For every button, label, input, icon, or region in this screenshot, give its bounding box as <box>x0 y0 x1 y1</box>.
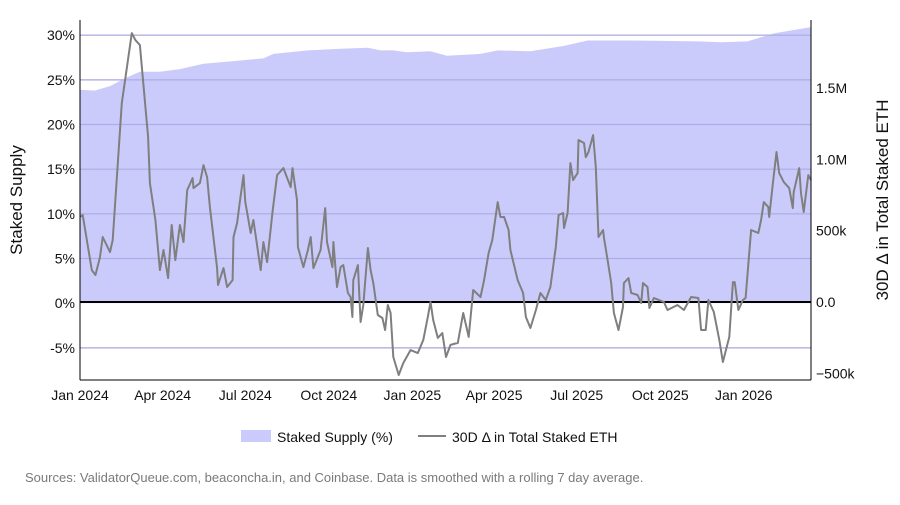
source-note: Sources: ValidatorQueue.com, beaconcha.i… <box>25 470 643 485</box>
left-tick-label: 10% <box>47 206 75 222</box>
x-tick-label: Jan 2026 <box>715 387 773 403</box>
staked-eth-delta-line <box>79 32 812 376</box>
x-tick-label: Jan 2024 <box>51 387 109 403</box>
left-tick-label: -5% <box>50 340 75 356</box>
left-tick-labels: -5% 0% 5% 10% 15% 20% 25% 30% <box>47 27 75 356</box>
x-tick-labels: Jan 2024 Apr 2024 Jul 2024 Oct 2024 Jan 2025… <box>51 387 773 403</box>
legend-line-label: 30D Δ in Total Staked ETH <box>452 429 618 445</box>
legend-area-label: Staked Supply (%) <box>277 429 393 445</box>
left-tick-label: 25% <box>47 72 75 88</box>
legend: Staked Supply (%) 30D Δ in Total Staked … <box>241 429 618 445</box>
right-tick-label: −500k <box>816 365 856 381</box>
x-tick-label: Jan 2025 <box>384 387 442 403</box>
left-axis-label: Staked Supply <box>7 145 26 255</box>
left-tick-label: 5% <box>55 251 75 267</box>
left-tick-label: 20% <box>47 117 75 133</box>
right-tick-label: 1.5M <box>816 80 847 96</box>
left-tick-label: 0% <box>55 295 75 311</box>
left-tick-label: 30% <box>47 27 75 43</box>
x-tick-label: Oct 2024 <box>300 387 357 403</box>
x-tick-label: Jul 2024 <box>219 387 272 403</box>
x-tick-label: Jul 2025 <box>550 387 603 403</box>
right-tick-label: 0.0 <box>816 294 836 310</box>
x-tick-label: Apr 2025 <box>466 387 523 403</box>
right-tick-labels: −500k 0.0 500k 1.0M 1.5M <box>816 80 856 381</box>
legend-area-swatch <box>241 430 271 442</box>
x-tick-label: Apr 2024 <box>134 387 191 403</box>
x-tick-label: Oct 2025 <box>632 387 689 403</box>
right-tick-label: 1.0M <box>816 151 847 167</box>
staked-supply-area <box>80 27 811 304</box>
left-tick-label: 15% <box>47 161 75 177</box>
right-axis-label: 30D Δ in Total Staked ETH <box>873 100 892 301</box>
right-tick-label: 500k <box>816 223 847 239</box>
